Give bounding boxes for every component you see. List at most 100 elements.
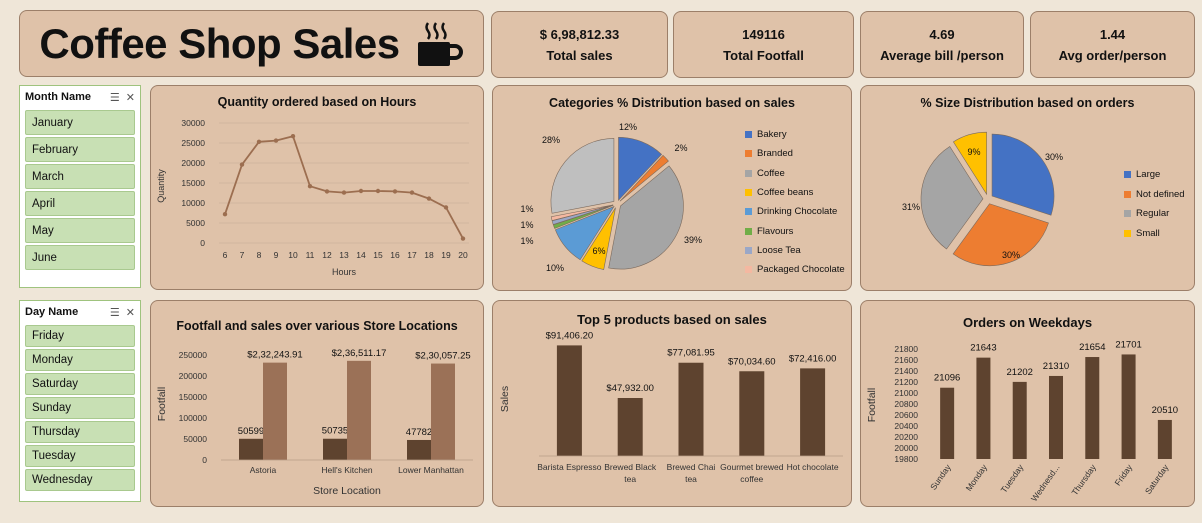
x-tick-label: tea: [624, 474, 636, 484]
legend-entry: Branded: [745, 148, 793, 159]
x-tick-label: Tuesday: [999, 462, 1026, 495]
data-point: [273, 138, 279, 143]
hours-line-chart: 30000 25000 20000 15000 10000 5000 0 6 7 8 9 10 11 12…: [156, 118, 469, 277]
slicer-item-thursday[interactable]: Thursday: [25, 421, 135, 443]
x-tick-label: Saturday: [1143, 462, 1171, 496]
page-title: Coffee Shop Sales: [39, 19, 400, 67]
bar: [556, 345, 582, 456]
weekdays-bar-chart: 2180021600214002120021000208002060020400…: [866, 339, 1178, 503]
legend-label: Coffee beans: [757, 186, 814, 198]
kpi-average-bill: 4.69 Average bill /person: [860, 11, 1024, 78]
x-tick-label: Hot chocolate: [787, 462, 839, 472]
kpi-total-sales: $ 6,98,812.33 Total sales: [491, 11, 668, 78]
x-tick-label: Brewed Black: [604, 462, 657, 472]
legend-label: Large: [1136, 169, 1161, 180]
slicer-item-april[interactable]: April: [25, 191, 135, 216]
slicer-item-january[interactable]: January: [25, 110, 135, 135]
slicer-item-wednesday[interactable]: Wednesday: [25, 469, 135, 491]
data-label: 1%: [520, 204, 533, 214]
x-tick-label: 8: [257, 250, 262, 260]
bar: [1085, 357, 1100, 459]
bar: [800, 368, 826, 456]
data-point: [341, 190, 347, 195]
legend-entry: Small: [1124, 228, 1160, 239]
legend-swatch: [745, 208, 752, 216]
slicer-item-monday[interactable]: Monday: [25, 349, 135, 371]
legend-entry: Flavours: [745, 226, 793, 237]
legend-label: Regular: [1136, 208, 1170, 219]
kpi-value: 149116: [742, 26, 785, 42]
multi-select-icon[interactable]: ☰: [109, 91, 120, 104]
kpi-value: $ 6,98,812.33: [539, 26, 620, 42]
legend-swatch: [745, 188, 752, 196]
clear-filter-icon[interactable]: ✕: [125, 306, 135, 319]
slicer-item-march[interactable]: March: [25, 164, 135, 189]
y-tick-label: 0: [202, 455, 207, 465]
slicer-item-tuesday[interactable]: Tuesday: [25, 445, 135, 467]
data-label: $2,36,511.17: [332, 348, 387, 359]
x-tick-label: Barista Espresso: [537, 462, 602, 472]
data-point: [375, 188, 381, 194]
x-tick-label: 19: [441, 250, 451, 260]
x-axis-title: Hours: [332, 267, 357, 277]
month-slicer: Month Name ☰ ✕ January February March April…: [19, 85, 141, 288]
legend-swatch: [1124, 210, 1131, 217]
data-label: 9%: [967, 147, 980, 157]
x-tick-label: Lower Manhattan: [398, 465, 464, 475]
data-point: [460, 236, 466, 241]
data-label: 39%: [684, 235, 702, 245]
bar: [263, 362, 287, 460]
pie-slice: [619, 154, 669, 202]
legend-label: Flavours: [757, 225, 794, 237]
legend-swatch: [745, 266, 752, 274]
hours-chart-panel: Quantity ordered based on Hours 30000 250…: [150, 85, 484, 290]
y-tick-label: 250000: [179, 350, 208, 360]
y-tick-label: 10000: [181, 198, 205, 208]
clear-filter-icon[interactable]: ✕: [125, 91, 135, 104]
data-label: 1%: [520, 236, 533, 246]
y-axis-title: Footfall: [866, 388, 878, 422]
products-chart-panel: Top 5 products based on sales $91,406.20…: [492, 300, 852, 507]
legend-swatch: [1124, 229, 1131, 237]
bar: [1121, 354, 1136, 459]
locations-bar-chart: 250000 200000 150000 100000 50000 0 50599 $2,32…: [156, 348, 473, 497]
slicer-item-friday[interactable]: Friday: [25, 325, 135, 347]
legend-entry: Loose Tea: [745, 245, 801, 256]
slicer-item-may[interactable]: May: [25, 218, 135, 243]
multi-select-icon[interactable]: ☰: [109, 306, 120, 319]
y-tick-label: 20800: [894, 399, 918, 409]
legend-label: Small: [1136, 227, 1160, 239]
slicer-item-saturday[interactable]: Saturday: [25, 373, 135, 395]
y-tick-label: 21200: [894, 377, 918, 387]
data-label: 31%: [902, 202, 920, 212]
y-tick-label: 30000: [181, 118, 205, 128]
legend-swatch: [745, 131, 752, 138]
y-tick-label: 15000: [181, 178, 205, 188]
x-tick-label: 7: [240, 250, 245, 260]
slicer-item-february[interactable]: February: [25, 137, 135, 162]
kpi-label: Total sales: [546, 47, 613, 63]
slicer-title: Day Name: [25, 306, 79, 318]
x-tick-label: 13: [339, 250, 349, 260]
pie-slice: [608, 165, 684, 270]
x-tick-label: 15: [373, 250, 383, 260]
slicer-item-june[interactable]: June: [25, 245, 135, 270]
data-point: [307, 184, 313, 189]
data-point: [239, 162, 245, 167]
bar: [431, 363, 455, 460]
pie-slice: [952, 203, 1049, 267]
x-tick-label: Thursday: [1069, 462, 1098, 497]
slicer-item-sunday[interactable]: Sunday: [25, 397, 135, 419]
x-tick-label: 20: [458, 250, 468, 260]
x-tick-label: 17: [407, 250, 417, 260]
data-label: 50599: [238, 426, 264, 437]
weekdays-chart-panel: Orders on Weekdays 21800 21600 21400 21200 2…: [860, 300, 1195, 507]
bar: [1157, 419, 1172, 459]
data-label: 21202: [1007, 367, 1033, 378]
bar: [1012, 381, 1027, 459]
chart-title: Orders on Weekdays: [962, 315, 1093, 330]
chart-title: Categories % Distribution based on sales: [549, 96, 795, 110]
legend-entry: Packaged Chocolate: [745, 264, 845, 275]
x-axis-title: Store Location: [313, 485, 381, 497]
legend-entry: Drinking Chocolate: [745, 206, 837, 217]
